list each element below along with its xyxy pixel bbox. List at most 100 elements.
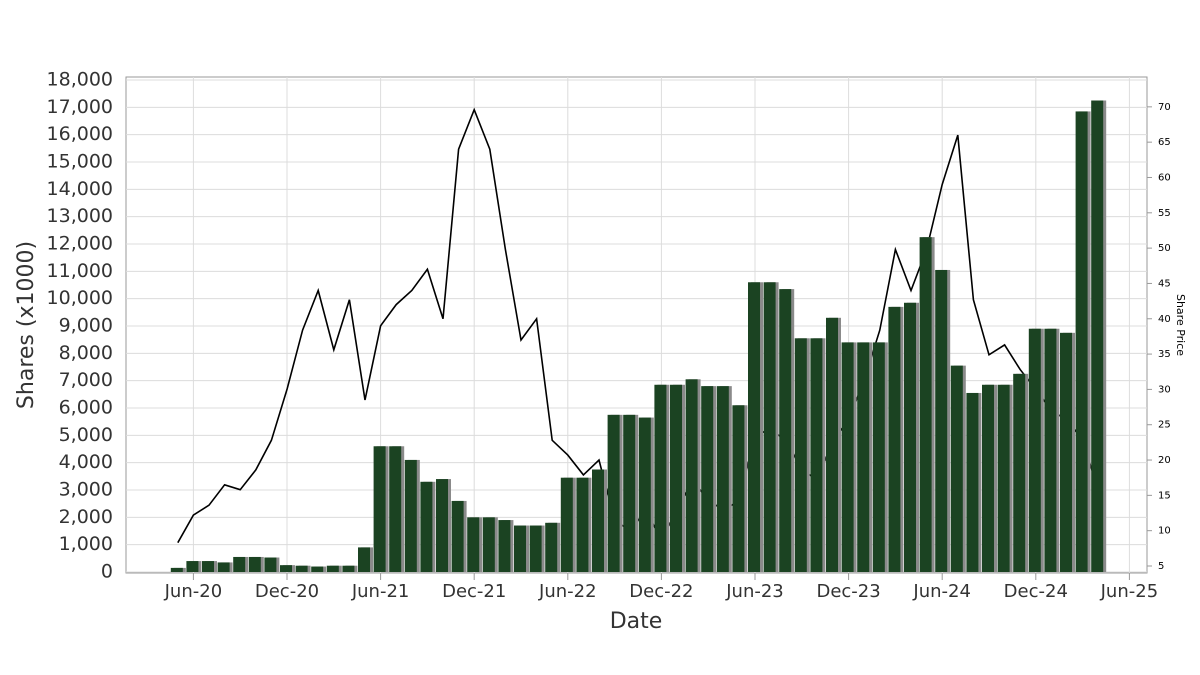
bar <box>748 282 760 572</box>
bar <box>701 386 714 572</box>
x-tick-label: Jun-23 <box>725 581 784 602</box>
x-tick-label: Jun-25 <box>1100 581 1159 602</box>
y2-tick-label: 15 <box>1158 490 1171 501</box>
y-tick-label: 12,000 <box>47 233 113 255</box>
y-tick-label: 10,000 <box>47 287 113 309</box>
y-tick-label: 8,000 <box>59 342 113 364</box>
bar <box>217 562 230 572</box>
bar <box>872 342 885 572</box>
bar <box>404 459 417 572</box>
bar <box>607 414 620 572</box>
bar <box>1013 373 1026 572</box>
y-tick-label: 17,000 <box>47 96 113 118</box>
y2-tick-label: 70 <box>1158 102 1171 113</box>
bar <box>654 384 667 572</box>
x-tick-label: Dec-24 <box>1004 581 1068 602</box>
bar <box>467 517 480 572</box>
bar <box>482 517 495 572</box>
y2-axis-title: Share Price <box>1174 294 1187 356</box>
bar <box>794 338 807 572</box>
y2-tick-label: 20 <box>1158 455 1171 466</box>
y2-tick-label: 65 <box>1158 137 1171 148</box>
y2-tick-label: 60 <box>1158 172 1171 183</box>
x-tick-label: Dec-22 <box>629 581 693 602</box>
x-tick-label: Dec-21 <box>442 581 506 602</box>
x-tick-label: Dec-20 <box>255 581 319 602</box>
y2-tick-label: 10 <box>1158 526 1171 537</box>
bar <box>420 481 433 572</box>
y-tick-label: 0 <box>101 561 113 583</box>
bar <box>982 384 994 572</box>
bar <box>498 520 511 572</box>
y-tick-label: 15,000 <box>47 151 113 173</box>
bar <box>545 522 558 572</box>
y-tick-label: 4,000 <box>59 451 113 473</box>
bar <box>170 567 183 572</box>
bar <box>997 384 1010 572</box>
x-tick-label: Jun-20 <box>164 581 223 602</box>
y-tick-label: 13,000 <box>47 205 113 227</box>
bar <box>732 405 745 572</box>
bar <box>826 317 838 572</box>
y2-tick-label: 40 <box>1158 314 1171 325</box>
y-tick-label: 2,000 <box>59 506 113 528</box>
bar <box>779 289 792 572</box>
bar <box>358 547 370 572</box>
y2-tick-label: 35 <box>1158 349 1171 360</box>
bar <box>248 556 261 572</box>
bar <box>514 525 526 572</box>
y-tick-label: 7,000 <box>59 369 113 391</box>
bar <box>233 556 246 572</box>
bar <box>436 479 448 572</box>
y-tick-label: 3,000 <box>59 479 113 501</box>
bar <box>763 282 776 572</box>
bar <box>1044 328 1057 572</box>
y-tick-label: 5,000 <box>59 424 113 446</box>
bar <box>342 565 355 572</box>
bar <box>451 500 464 572</box>
y2-tick-label: 30 <box>1158 384 1171 395</box>
x-tick-label: Jun-21 <box>351 581 410 602</box>
bar <box>326 565 339 572</box>
bar <box>264 557 277 572</box>
bar <box>888 306 901 572</box>
bar <box>1060 332 1072 572</box>
bar <box>1028 328 1041 572</box>
y2-tick-label: 25 <box>1158 420 1171 431</box>
y-tick-label: 6,000 <box>59 397 113 419</box>
bar <box>670 384 682 572</box>
bar <box>186 561 199 572</box>
y-tick-label: 18,000 <box>47 69 113 91</box>
bar <box>311 566 324 572</box>
bar <box>919 237 932 572</box>
bar <box>1075 111 1088 572</box>
bar <box>904 302 916 572</box>
bar <box>935 269 948 572</box>
y2-tick-label: 50 <box>1158 243 1171 254</box>
bar <box>373 446 386 572</box>
x-axis-title: Date <box>610 609 663 634</box>
bar <box>280 565 292 572</box>
x-tick-label: Jun-24 <box>912 581 971 602</box>
bar <box>529 525 542 572</box>
bar <box>576 477 589 572</box>
bar <box>966 392 979 572</box>
y-tick-label: 9,000 <box>59 315 113 337</box>
bar <box>389 446 402 572</box>
y-tick-label: 1,000 <box>59 533 113 555</box>
y-tick-label: 14,000 <box>47 178 113 200</box>
y-tick-label: 11,000 <box>47 260 113 282</box>
y2-tick-label: 45 <box>1158 278 1171 289</box>
bar <box>638 417 651 572</box>
bar <box>950 365 963 572</box>
bar <box>295 565 308 572</box>
bar <box>560 477 573 572</box>
bar <box>716 386 729 572</box>
x-tick-label: Dec-23 <box>816 581 880 602</box>
bar <box>810 338 823 572</box>
y-tick-label: 16,000 <box>47 123 113 145</box>
bar <box>685 379 698 572</box>
bar <box>592 469 604 572</box>
bar <box>1091 100 1104 572</box>
y-axis-title: Shares (x1000) <box>14 241 39 409</box>
